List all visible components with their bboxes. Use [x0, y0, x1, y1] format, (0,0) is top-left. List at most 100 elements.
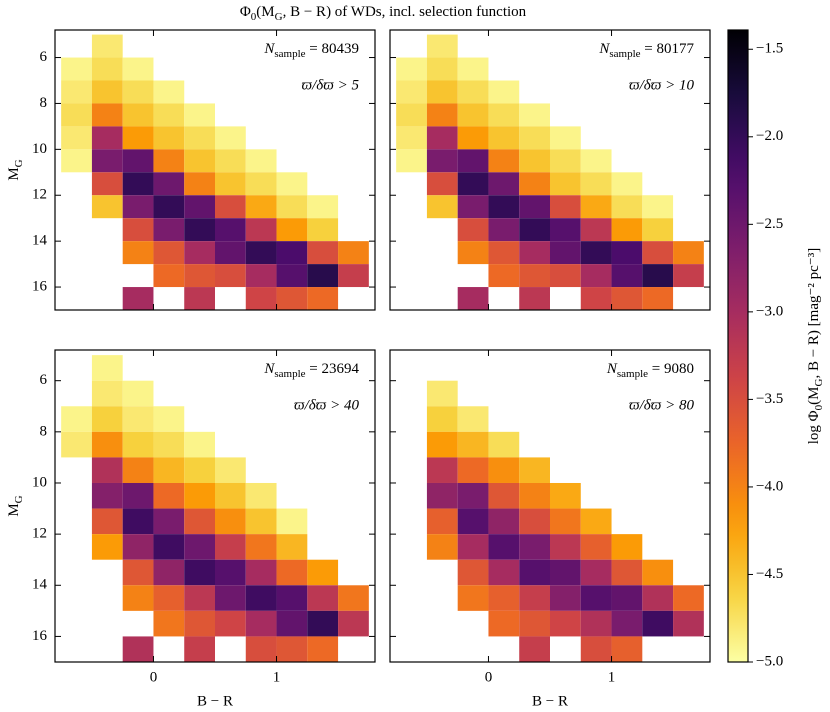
heatmap-cell — [457, 585, 489, 611]
heatmap-cell — [245, 264, 277, 288]
heatmap-cell — [122, 482, 154, 509]
heatmap-cell — [642, 287, 674, 310]
heatmap-cell — [122, 195, 154, 219]
heatmap-cell — [61, 57, 92, 81]
heatmap-cell — [276, 218, 308, 242]
plot-frame — [54, 29, 376, 311]
heatmap-cell — [245, 195, 277, 219]
heatmap-cell — [396, 57, 427, 81]
heatmap-cell — [580, 287, 612, 310]
y-axis-label-part: M — [6, 167, 22, 180]
heatmap-cell — [61, 406, 92, 432]
heatmap-cell — [91, 482, 123, 509]
x-tick-label: 0 — [150, 669, 158, 685]
heatmap-cell — [276, 534, 308, 560]
heatmap-cell — [426, 195, 458, 219]
heatmap-cell — [642, 195, 674, 219]
colorbar-tick-label: −3.0 — [756, 303, 783, 319]
annotation-n: Nsample = 80439 — [263, 41, 359, 59]
heatmap-cell — [153, 585, 185, 611]
heatmap-cell — [488, 264, 520, 288]
heatmap-cell — [122, 80, 154, 104]
heatmap-cell — [550, 172, 581, 196]
heatmap-cell — [184, 431, 215, 458]
annotation-part: = — [306, 361, 322, 377]
y-tick-label: 14 — [32, 577, 48, 593]
heatmap-cell — [215, 482, 246, 509]
heatmap-cell — [276, 264, 308, 288]
annotation-part: sample — [274, 48, 305, 60]
heatmap-cell — [488, 585, 520, 611]
heatmap-cell — [488, 610, 520, 637]
heatmap-cell — [611, 241, 643, 265]
colorbar-label-part: log Φ — [806, 410, 822, 444]
heatmap-cell — [184, 482, 215, 509]
heatmap-cell — [642, 585, 674, 611]
heatmap-cell — [307, 610, 339, 637]
heatmap-cell — [122, 57, 154, 81]
heatmap-cell — [488, 559, 520, 586]
heatmap-cell — [488, 103, 520, 127]
heatmap-cell — [245, 559, 277, 586]
annotation-n: Nsample = 23694 — [263, 361, 359, 379]
heatmap-cell — [184, 195, 215, 219]
heatmap-cell — [488, 80, 520, 104]
colorbar-label-part: , B − R) [mag⁻² pc⁻³] — [806, 248, 822, 379]
annotation-condition: ϖ/δϖ > 40 — [294, 397, 359, 413]
heatmap-cell — [184, 534, 215, 560]
heatmap-cell — [184, 585, 215, 611]
annotation-part: sample — [617, 368, 648, 380]
heatmap-cell — [580, 241, 612, 265]
annotation-part: sample — [274, 368, 305, 380]
heatmap-cell — [91, 355, 123, 381]
heatmap-cell — [245, 585, 277, 611]
x-axis-label: B − R — [532, 693, 568, 709]
heatmap-cell — [215, 508, 246, 535]
y-axis-label-part: G — [13, 495, 25, 503]
annotation-n: Nsample = 80177 — [598, 41, 694, 59]
heatmap-cell — [215, 241, 246, 265]
heatmap-cell — [426, 80, 458, 104]
annotation-part: = — [641, 41, 657, 57]
figure-title-part: (M — [256, 4, 274, 20]
heatmap-cell — [488, 126, 520, 150]
annotation-condition: ϖ/δϖ > 10 — [629, 77, 694, 93]
heatmap-cell — [245, 218, 277, 242]
heatmap-cell — [153, 482, 185, 509]
heatmap-cell — [122, 218, 154, 242]
heatmap-cell — [245, 241, 277, 265]
heatmap-cell — [426, 431, 458, 458]
heatmap-cell — [91, 57, 123, 81]
heatmap-cell — [276, 610, 308, 637]
y-tick-label: 8 — [40, 423, 48, 439]
heatmap-cell — [122, 287, 154, 310]
heatmap-cell — [426, 508, 458, 535]
heatmap-cell — [245, 482, 277, 509]
heatmap-cell — [488, 241, 520, 265]
heatmap-cell — [550, 559, 581, 586]
heatmap-cell — [550, 241, 581, 265]
heatmap-cell — [153, 534, 185, 560]
heatmap-cell — [457, 508, 489, 535]
heatmap-cell — [122, 636, 154, 662]
heatmap-cell — [519, 610, 550, 637]
heatmap-cell — [215, 585, 246, 611]
heatmap-cell — [184, 610, 215, 637]
heatmap-cell — [122, 103, 154, 127]
annotation-part: N — [598, 41, 610, 57]
heatmap-cell — [122, 585, 154, 611]
heatmap-cell — [245, 508, 277, 535]
heatmap-cell — [276, 172, 308, 196]
annotation-n: Nsample = 9080 — [606, 361, 694, 379]
heatmap-cell — [642, 218, 674, 242]
heatmap-cell — [215, 264, 246, 288]
x-axis-label: B − R — [197, 693, 233, 709]
heatmap-cell — [276, 559, 308, 586]
heatmap-cell — [307, 195, 339, 219]
figure-title-part: G — [275, 11, 283, 23]
x-tick-label: 1 — [273, 669, 281, 685]
heatmap-cell — [550, 508, 581, 535]
heatmap-cell — [426, 406, 458, 432]
heatmap-cell — [91, 126, 123, 150]
